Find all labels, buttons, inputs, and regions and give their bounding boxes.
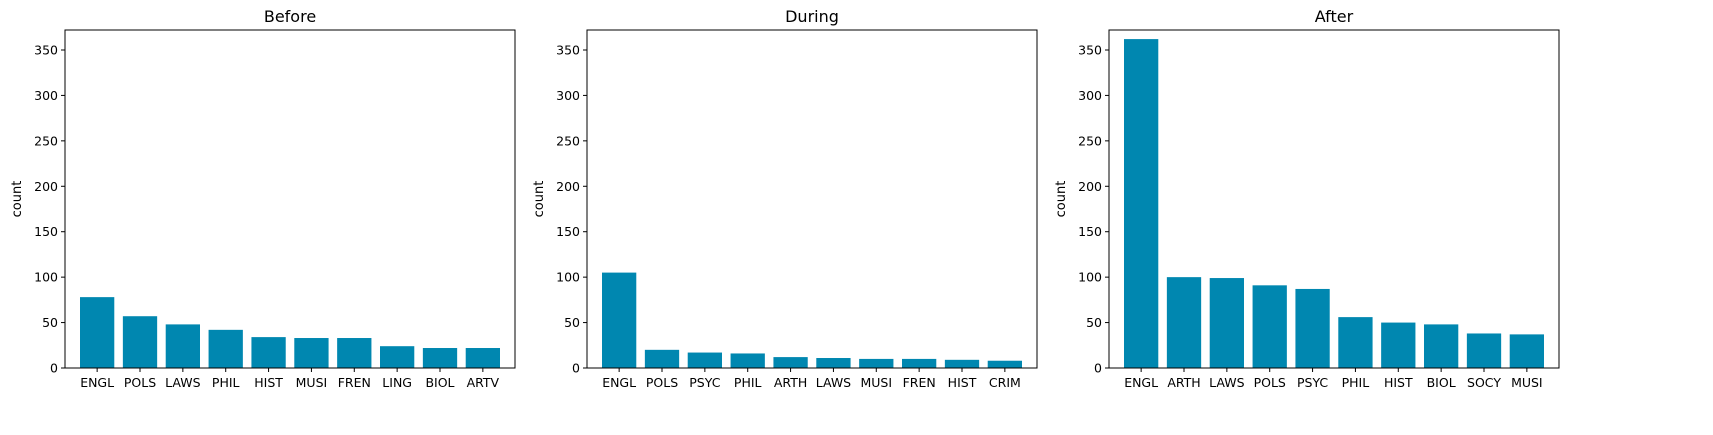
- panel-3-y-tick-label-300: 300: [1078, 88, 1102, 103]
- panel-2-y-tick-label-300: 300: [556, 88, 580, 103]
- panel-2-bar-arth: [773, 357, 808, 368]
- panel-1-x-tick-label-hist: HIST: [254, 375, 283, 390]
- panel-2-x-tick-label-hist: HIST: [948, 375, 977, 390]
- panel-3-bar-arth: [1166, 277, 1202, 368]
- panel-3-plot-frame: [1108, 29, 1560, 369]
- panel-3-x-tick-label-laws: LAWS: [1209, 375, 1244, 390]
- panel-2-bar-engl: [602, 272, 637, 368]
- panel-1-plot-frame: [64, 29, 516, 369]
- panel-1-x-tick-label-engl: ENGL: [80, 375, 114, 390]
- panel-2-x-tick-label-psyc: PSYC: [689, 375, 720, 390]
- panel-3-y-tick-label-150: 150: [1078, 224, 1102, 239]
- panel-1-bar-artv: [465, 348, 500, 368]
- panel-1-x-tick-label-pols: POLS: [124, 375, 156, 390]
- panel-2-y-axis-label: count: [532, 181, 547, 218]
- panel-2-y-tick-label-50: 50: [564, 315, 580, 330]
- panel-3-bar-pols: [1252, 285, 1287, 368]
- panel-2-bar-laws: [816, 358, 851, 368]
- panel-1-x-tick-label-biol: BIOL: [425, 375, 454, 390]
- panel-3-bar-musi: [1509, 334, 1544, 368]
- panel-3-bar-socy: [1466, 333, 1502, 368]
- panel-2-y-tick-label-150: 150: [556, 224, 580, 239]
- panel-3-bar-laws: [1209, 278, 1244, 368]
- panel-3-x-tick-label-socy: SOCY: [1467, 375, 1501, 390]
- panel-1-title: Before: [264, 7, 316, 26]
- panel-1-bar-ling: [380, 346, 415, 368]
- panel-2-x-tick-label-engl: ENGL: [602, 375, 636, 390]
- panel-1-x-tick-label-phil: PHIL: [212, 375, 240, 390]
- panel-3-bar-psyc: [1295, 288, 1330, 368]
- panel-1-bar-phil: [208, 329, 243, 368]
- panel-3-y-tick-label-350: 350: [1078, 42, 1102, 57]
- panel-3-x-tick-label-engl: ENGL: [1124, 375, 1158, 390]
- panel-2-x-tick-label-laws: LAWS: [816, 375, 851, 390]
- panel-3-bar-hist: [1381, 322, 1416, 368]
- panel-2-bar-hist: [944, 359, 980, 368]
- panel-1-y-tick-label-200: 200: [34, 179, 58, 194]
- panel-1-bar-musi: [294, 338, 329, 368]
- panel-1-x-tick-label-fren: FREN: [338, 375, 371, 390]
- panel-3-y-tick-label-0: 0: [1094, 361, 1102, 376]
- panel-3-x-tick-label-phil: PHIL: [1342, 375, 1370, 390]
- panel-1-x-tick-label-artv: ARTV: [467, 375, 500, 390]
- panel-2-y-tick-label-250: 250: [556, 133, 580, 148]
- panel-1-y-tick-label-300: 300: [34, 88, 58, 103]
- panel-1-bar-engl: [80, 297, 115, 368]
- panel-3-title: After: [1315, 7, 1354, 26]
- panel-1-y-tick-label-250: 250: [34, 133, 58, 148]
- panel-3-x-tick-label-psyc: PSYC: [1297, 375, 1328, 390]
- panel-1-y-tick-label-100: 100: [34, 270, 58, 285]
- panel-2-x-tick-label-phil: PHIL: [734, 375, 762, 390]
- panel-2-y-tick-label-200: 200: [556, 179, 580, 194]
- panel-2-title: During: [785, 7, 839, 26]
- panel-3-bar-phil: [1338, 317, 1373, 368]
- panel-3-y-tick-label-250: 250: [1078, 133, 1102, 148]
- panel-3-x-tick-label-hist: HIST: [1384, 375, 1413, 390]
- panel-2-y-tick-label-0: 0: [572, 361, 580, 376]
- panel-1-y-tick-label-50: 50: [42, 315, 58, 330]
- panel-2-x-tick-label-musi: MUSI: [861, 375, 893, 390]
- panel-2-bar-musi: [859, 358, 894, 368]
- panel-1-bar-pols: [122, 316, 158, 368]
- panel-3-y-tick-label-100: 100: [1078, 270, 1102, 285]
- panel-1-x-tick-label-laws: LAWS: [165, 375, 200, 390]
- panel-2-bar-phil: [730, 353, 765, 368]
- panel-1-bar-fren: [337, 338, 372, 368]
- panel-2-y-tick-label-100: 100: [556, 270, 580, 285]
- panel-3-y-tick-label-200: 200: [1078, 179, 1102, 194]
- panel-3-bar-engl: [1124, 39, 1159, 369]
- panel-2-x-tick-label-crim: CRIM: [989, 375, 1021, 390]
- panel-2-x-tick-label-pols: POLS: [646, 375, 678, 390]
- panel-3-x-tick-label-biol: BIOL: [1427, 375, 1456, 390]
- panel-2-x-tick-label-arth: ARTH: [774, 375, 807, 390]
- panel-2-y-tick-label-350: 350: [556, 42, 580, 57]
- panel-1-y-axis-label: count: [10, 181, 25, 218]
- panel-1-x-tick-label-ling: LING: [382, 375, 412, 390]
- panel-1-bar-laws: [165, 324, 200, 368]
- panel-1-y-tick-label-150: 150: [34, 224, 58, 239]
- panel-2-plot-frame: [586, 29, 1038, 369]
- panel-1-bar-hist: [251, 337, 286, 368]
- panel-2-x-tick-label-fren: FREN: [903, 375, 936, 390]
- panel-3-x-tick-label-musi: MUSI: [1511, 375, 1543, 390]
- panel-2-bar-fren: [902, 358, 937, 368]
- panel-3-bar-biol: [1424, 324, 1459, 368]
- panel-3-y-tick-label-50: 50: [1086, 315, 1102, 330]
- panel-1-bar-biol: [422, 348, 458, 368]
- panel-1-x-tick-label-musi: MUSI: [296, 375, 328, 390]
- panel-2-bar-pols: [644, 349, 680, 368]
- panel-2-bar-crim: [987, 360, 1022, 368]
- panel-3-x-tick-label-arth: ARTH: [1167, 375, 1200, 390]
- panel-3-y-axis-label: count: [1054, 181, 1069, 218]
- panel-1-y-tick-label-0: 0: [50, 361, 58, 376]
- panel-2-bar-psyc: [687, 352, 722, 368]
- panel-1-y-tick-label-350: 350: [34, 42, 58, 57]
- panel-3-x-tick-label-pols: POLS: [1254, 375, 1286, 390]
